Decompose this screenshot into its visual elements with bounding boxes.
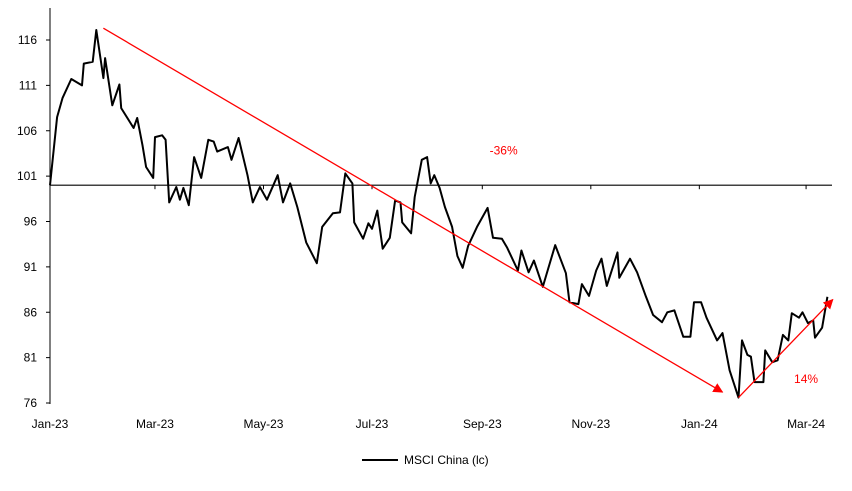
- y-tick-label: 86: [24, 305, 38, 319]
- y-tick-label: 76: [24, 396, 38, 410]
- x-tick-label: Mar-23: [136, 417, 174, 431]
- y-tick-label: 96: [24, 215, 38, 229]
- x-axis: [49, 184, 832, 190]
- y-tick-labels: 76 81 86 91 96 101 106 111 116: [17, 33, 50, 410]
- series-line-msci-china: [49, 29, 829, 399]
- x-tick-label: Jan-24: [681, 417, 718, 431]
- x-tick-labels: Jan-23 Mar-23 May-23 Jul-23 Sep-23 Nov-23 Jan-…: [32, 417, 826, 431]
- y-tick-label: 116: [18, 33, 37, 47]
- x-tick-label: Nov-23: [571, 417, 610, 431]
- annotations: -36% 14%: [103, 27, 834, 399]
- annotation-label: 14%: [794, 372, 818, 386]
- x-tick-label: Jan-23: [32, 417, 69, 431]
- y-tick-label: 111: [19, 78, 38, 92]
- y-tick-label: 106: [17, 124, 37, 138]
- legend: MSCI China (lc): [362, 453, 489, 467]
- annotation-label: -36%: [490, 143, 518, 157]
- x-tick-label: Jul-23: [356, 417, 389, 431]
- y-tick-label: 91: [24, 260, 38, 274]
- x-tick-label: May-23: [243, 417, 283, 431]
- trend-arrow: [738, 298, 834, 399]
- x-tick-label: Mar-24: [787, 417, 825, 431]
- y-tick-label: 101: [17, 169, 37, 183]
- legend-label: MSCI China (lc): [404, 453, 489, 467]
- y-tick-label: 81: [24, 351, 38, 365]
- x-tick-label: Sep-23: [463, 417, 502, 431]
- series-group: [49, 29, 829, 399]
- trend-arrow: [103, 27, 724, 393]
